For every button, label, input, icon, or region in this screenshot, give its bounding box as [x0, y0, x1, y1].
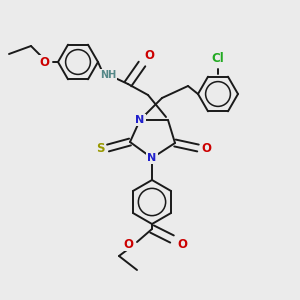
Text: S: S: [96, 142, 104, 154]
Text: Cl: Cl: [212, 52, 224, 65]
Text: NH: NH: [100, 70, 116, 80]
Text: N: N: [147, 153, 157, 163]
Text: O: O: [123, 238, 133, 250]
Text: O: O: [144, 50, 154, 62]
Text: O: O: [177, 238, 187, 250]
Text: N: N: [135, 115, 145, 125]
Text: O: O: [39, 56, 49, 68]
Text: O: O: [201, 142, 211, 154]
